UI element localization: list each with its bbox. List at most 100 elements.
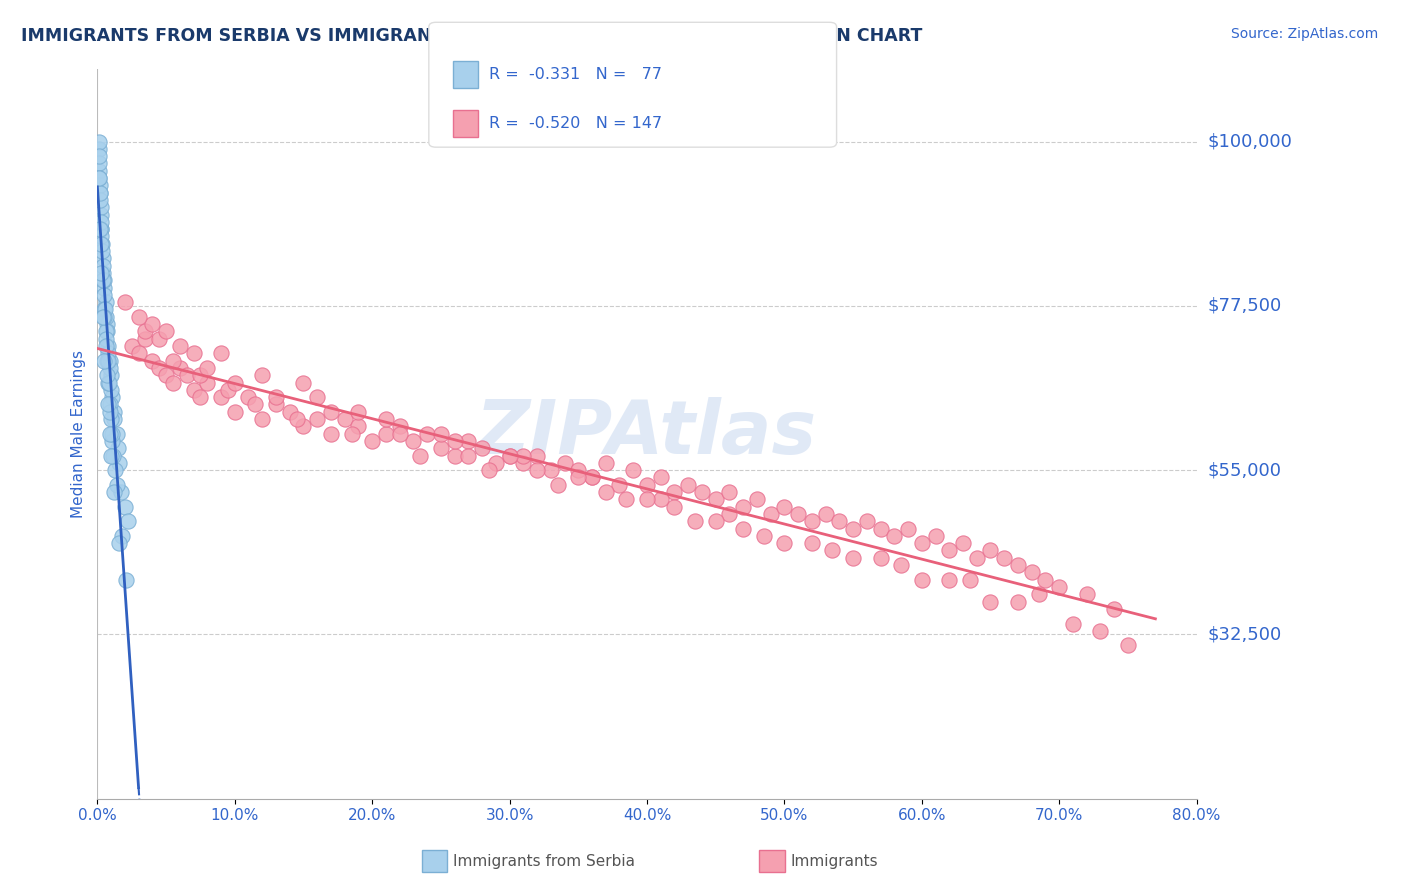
Point — [361, 434, 384, 448]
Point — [457, 449, 479, 463]
Point — [169, 360, 191, 375]
Point — [911, 536, 934, 550]
Point — [1021, 566, 1043, 580]
Point — [108, 456, 131, 470]
Point — [97, 346, 120, 360]
Point — [718, 507, 741, 521]
Point — [416, 426, 439, 441]
Point — [115, 573, 138, 587]
Point — [856, 514, 879, 528]
Point — [319, 426, 342, 441]
Point — [388, 419, 411, 434]
Point — [609, 477, 631, 491]
Text: Source: ZipAtlas.com: Source: ZipAtlas.com — [1230, 27, 1378, 41]
Point — [91, 259, 114, 273]
Point — [93, 310, 115, 324]
Point — [1047, 580, 1070, 594]
Text: $32,500: $32,500 — [1208, 625, 1282, 643]
Point — [90, 236, 112, 251]
Point — [93, 280, 115, 294]
Point — [101, 449, 124, 463]
Point — [217, 383, 239, 397]
Point — [890, 558, 912, 572]
Point — [547, 477, 569, 491]
Point — [93, 302, 115, 317]
Text: Immigrants from Serbia: Immigrants from Serbia — [453, 855, 634, 869]
Point — [100, 405, 122, 419]
Point — [98, 376, 121, 390]
Point — [752, 529, 775, 543]
Point — [104, 463, 127, 477]
Point — [924, 529, 946, 543]
Point — [1035, 573, 1057, 587]
Point — [773, 500, 796, 514]
Point — [264, 397, 287, 411]
Point — [347, 419, 370, 434]
Point — [979, 543, 1001, 558]
Point — [1102, 602, 1125, 616]
Point — [90, 222, 112, 236]
Point — [319, 405, 342, 419]
Point — [91, 244, 114, 258]
Point — [89, 156, 111, 170]
Point — [1028, 587, 1050, 601]
Point — [176, 368, 198, 383]
Point — [540, 463, 562, 477]
Point — [676, 477, 699, 491]
Point — [278, 405, 301, 419]
Point — [101, 426, 124, 441]
Point — [938, 573, 960, 587]
Point — [979, 594, 1001, 608]
Point — [100, 449, 122, 463]
Point — [959, 573, 981, 587]
Point — [209, 346, 232, 360]
Point — [966, 550, 988, 565]
Point — [1007, 594, 1029, 608]
Text: R =  -0.331   N =   77: R = -0.331 N = 77 — [489, 67, 662, 82]
Point — [292, 376, 315, 390]
Point — [664, 485, 686, 500]
Point — [567, 463, 589, 477]
Point — [485, 456, 508, 470]
Point — [842, 550, 865, 565]
Point — [869, 522, 891, 536]
Point — [105, 477, 128, 491]
Point — [938, 543, 960, 558]
Point — [773, 536, 796, 550]
Point — [614, 492, 637, 507]
Point — [89, 186, 111, 200]
Point — [526, 463, 548, 477]
Point — [98, 360, 121, 375]
Point — [285, 412, 308, 426]
Point — [650, 492, 672, 507]
Point — [148, 360, 170, 375]
Point — [1007, 558, 1029, 572]
Point — [103, 485, 125, 500]
Point — [733, 522, 755, 536]
Point — [96, 317, 118, 331]
Point — [498, 449, 520, 463]
Point — [800, 514, 823, 528]
Point — [190, 368, 212, 383]
Point — [814, 507, 837, 521]
Point — [402, 434, 425, 448]
Point — [374, 412, 396, 426]
Point — [97, 353, 120, 368]
Point — [100, 368, 122, 383]
Point — [581, 470, 603, 484]
Text: R =  -0.520   N = 147: R = -0.520 N = 147 — [489, 116, 662, 131]
Point — [195, 360, 218, 375]
Point — [340, 426, 363, 441]
Point — [1116, 639, 1139, 653]
Text: ZIPAtlas: ZIPAtlas — [477, 397, 817, 470]
Point — [128, 310, 150, 324]
Point — [512, 456, 534, 470]
Point — [100, 412, 122, 426]
Point — [155, 368, 177, 383]
Point — [952, 536, 974, 550]
Point — [89, 163, 111, 178]
Point — [114, 500, 136, 514]
Point — [89, 171, 111, 186]
Point — [430, 426, 453, 441]
Point — [409, 449, 432, 463]
